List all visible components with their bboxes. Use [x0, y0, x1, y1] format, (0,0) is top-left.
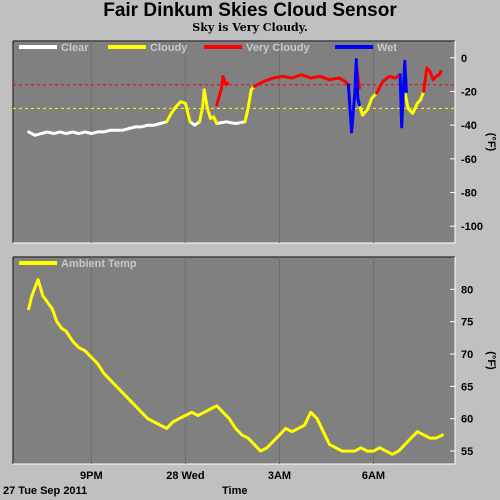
y-tick-label-0-1: -20: [461, 87, 477, 99]
legend-label-cloudy: Cloudy: [150, 42, 188, 54]
series-line-very-cloudy-3: [375, 73, 402, 95]
date-label: 27 Tue Sep 2011: [3, 485, 88, 497]
series-line-clear-0: [27, 120, 169, 137]
y-tick-label-0-3: -60: [461, 154, 477, 166]
series-line-cloudy-2: [243, 84, 256, 124]
y-tick-label-1-4: 60: [461, 414, 473, 426]
series-line-cloudy-3: [357, 91, 379, 117]
x-tick-label-3: 6AM: [362, 470, 385, 482]
y-tick-label-1-3: 65: [461, 381, 473, 393]
y-tick-label-0-5: -100: [461, 221, 483, 233]
y-unit-label-1: (°F): [485, 351, 497, 370]
y-tick-label-1-2: 70: [461, 349, 473, 361]
x-tick-label-0: 9PM: [80, 470, 103, 482]
sky-status-subtitle: Sky is Very Cloudy.: [192, 21, 308, 34]
series-line-cloudy-4: [403, 90, 426, 115]
x-tick-label-1: 28 Wed: [166, 470, 204, 482]
series-line-cloudy-1: [198, 88, 219, 125]
y-tick-label-0-4: -80: [461, 188, 477, 200]
x-tick-label-2: 3AM: [268, 470, 291, 482]
x-axis-label: Time: [222, 485, 248, 497]
legend-label-wet: Wet: [377, 42, 397, 54]
y-tick-label-1-5: 55: [461, 446, 473, 458]
series-line-wet-1: [398, 59, 408, 129]
legend-label-very-cloudy: Very Cloudy: [246, 42, 310, 54]
series-line-very-cloudy-1: [252, 73, 350, 88]
series-line-very-cloudy-0: [215, 74, 230, 107]
y-tick-label-0-0: 0: [461, 53, 467, 65]
series-line-ambient-temp-0: [27, 278, 444, 456]
series-line-wet-0: [346, 58, 361, 134]
series-line-clear-1: [188, 120, 201, 127]
page-title: Fair Dinkum Skies Cloud Sensor: [103, 0, 397, 21]
series-line-cloudy-0: [165, 100, 192, 124]
y-tick-label-0-2: -40: [461, 120, 477, 132]
series-line-clear-2: [215, 120, 247, 125]
y-unit-label-0: (°F): [485, 133, 497, 152]
plot-background-1: [13, 257, 455, 464]
series-line-very-cloudy-4: [422, 66, 443, 93]
legend-label-clear: Clear: [61, 42, 89, 54]
y-tick-label-1-0: 80: [461, 284, 473, 296]
y-tick-label-1-1: 75: [461, 317, 473, 329]
plot-background-0: [13, 41, 455, 243]
legend-label-ambient-temp: Ambient Temp: [61, 258, 137, 270]
